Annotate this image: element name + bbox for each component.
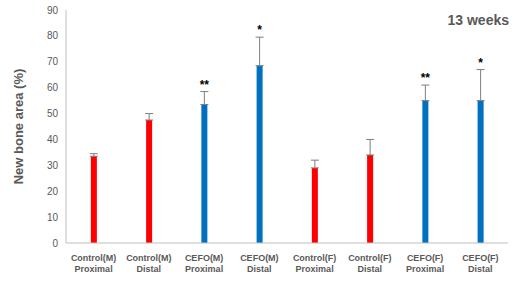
svg-text:New bone area (%): New bone area (%) (11, 69, 26, 185)
svg-text:20: 20 (47, 186, 59, 197)
svg-text:90: 90 (47, 5, 59, 16)
svg-text:Control(F)Distal: Control(F)Distal (348, 253, 391, 274)
svg-text:CEFO(F)Proximal: CEFO(F)Proximal (406, 253, 444, 274)
svg-text:Control(M)Distal: Control(M)Distal (126, 253, 171, 274)
svg-text:*: * (478, 56, 483, 70)
html-text:13 weeks: 13 weeks (447, 12, 509, 28)
svg-text:CEFO(M)Proximal: CEFO(M)Proximal (185, 253, 224, 274)
svg-text:CEFO(F)Distal: CEFO(F)Distal (462, 253, 499, 274)
svg-text:**: ** (421, 71, 431, 85)
svg-text:30: 30 (47, 160, 59, 171)
svg-text:CEFO(M)Distal: CEFO(M)Distal (240, 253, 279, 274)
svg-text:Control(M)Proximal: Control(M)Proximal (71, 253, 116, 274)
svg-text:40: 40 (47, 134, 59, 145)
svg-text:10: 10 (47, 212, 59, 223)
svg-text:60: 60 (47, 82, 59, 93)
svg-text:70: 70 (47, 56, 59, 67)
svg-text:*: * (257, 23, 262, 37)
svg-text:50: 50 (47, 108, 59, 119)
svg-text:0: 0 (52, 238, 58, 249)
svg-text:Control(F)Proximal: Control(F)Proximal (293, 253, 336, 274)
svg-text:80: 80 (47, 30, 59, 41)
svg-text:**: ** (200, 78, 210, 92)
